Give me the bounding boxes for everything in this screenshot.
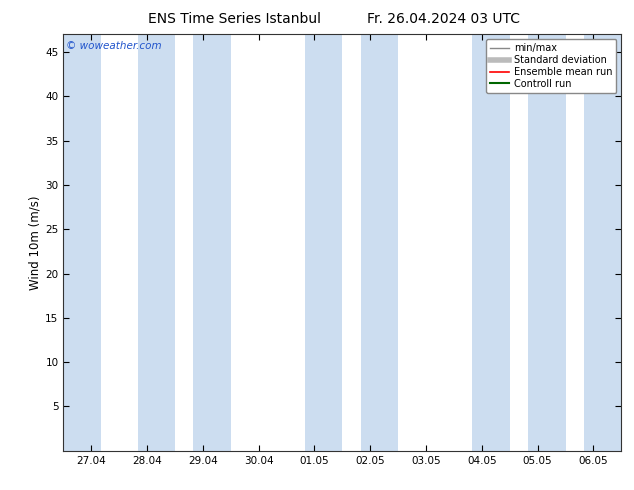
Bar [584, 34, 621, 451]
Bar [361, 34, 398, 451]
Y-axis label: Wind 10m (m/s): Wind 10m (m/s) [28, 196, 41, 290]
Text: Fr. 26.04.2024 03 UTC: Fr. 26.04.2024 03 UTC [367, 12, 521, 26]
Legend: min/max, Standard deviation, Ensemble mean run, Controll run: min/max, Standard deviation, Ensemble me… [486, 39, 616, 93]
Bar [63, 34, 101, 451]
Bar [528, 34, 566, 451]
Bar [193, 34, 231, 451]
Bar [138, 34, 175, 451]
Bar [305, 34, 342, 451]
Text: ENS Time Series Istanbul: ENS Time Series Istanbul [148, 12, 321, 26]
Bar [472, 34, 510, 451]
Text: © woweather.com: © woweather.com [66, 41, 162, 50]
